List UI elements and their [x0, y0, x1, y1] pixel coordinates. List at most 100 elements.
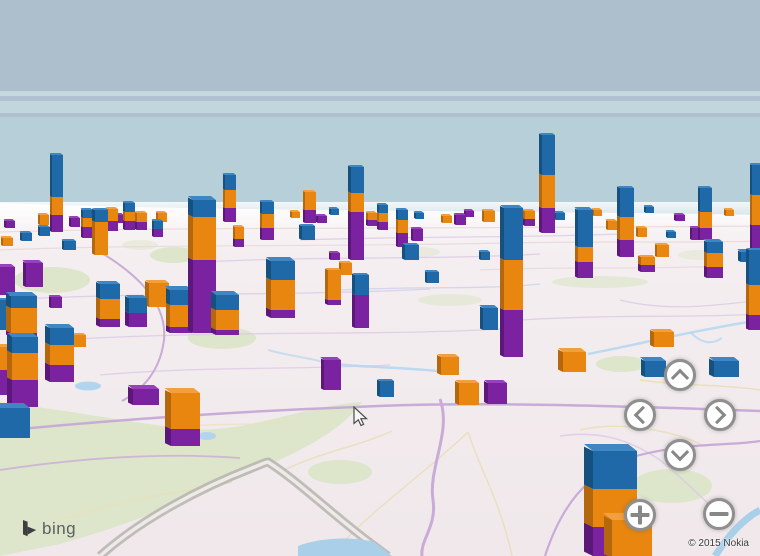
data-bar[interactable]: [125, 295, 147, 327]
data-bar[interactable]: [21, 260, 43, 287]
data-bar[interactable]: [375, 203, 388, 230]
data-bar[interactable]: [410, 227, 423, 241]
data-bar[interactable]: [327, 251, 340, 260]
data-bar[interactable]: [650, 329, 674, 347]
data-bar[interactable]: [221, 173, 236, 222]
data-bar[interactable]: [395, 208, 408, 247]
data-bar[interactable]: [557, 348, 586, 372]
data-bar[interactable]: [347, 165, 364, 260]
data-bar[interactable]: [522, 209, 535, 226]
data-bar[interactable]: [402, 243, 419, 260]
data-bar[interactable]: [289, 210, 300, 218]
data-bar[interactable]: [377, 379, 394, 397]
mountain-ridge: [96, 457, 391, 556]
data-bar[interactable]: [634, 226, 647, 237]
data-bar[interactable]: [689, 226, 702, 240]
data-bar[interactable]: [364, 211, 377, 226]
data-bar[interactable]: [672, 213, 685, 221]
data-bar[interactable]: [127, 385, 159, 405]
pan-left-button[interactable]: [624, 399, 656, 431]
data-bar[interactable]: [697, 186, 712, 240]
data-bar[interactable]: [463, 209, 474, 217]
data-bar[interactable]: [478, 305, 498, 330]
data-bar[interactable]: [96, 281, 120, 327]
data-bar[interactable]: [61, 239, 76, 250]
data-bar[interactable]: [36, 213, 49, 225]
data-bar[interactable]: [0, 403, 30, 438]
data-bar[interactable]: [723, 208, 734, 216]
sky-band: [0, 96, 760, 101]
data-bar[interactable]: [19, 231, 32, 241]
data-bar[interactable]: [67, 216, 80, 227]
data-bar[interactable]: [483, 380, 507, 404]
data-bar[interactable]: [301, 190, 316, 223]
data-bar[interactable]: [105, 207, 118, 231]
data-bar[interactable]: [145, 280, 169, 307]
data-bar[interactable]: [413, 211, 424, 219]
data-bar[interactable]: [538, 133, 555, 233]
data-bar[interactable]: [703, 239, 723, 278]
data-bar[interactable]: [134, 211, 147, 230]
data-bar[interactable]: [708, 357, 739, 377]
data-bar[interactable]: [298, 224, 315, 240]
data-bar[interactable]: [231, 225, 244, 247]
data-bar[interactable]: [48, 153, 63, 232]
data-bar[interactable]: [437, 354, 459, 375]
data-bar[interactable]: [424, 270, 439, 283]
pan-down-button[interactable]: [664, 439, 696, 471]
data-bar[interactable]: [638, 255, 655, 272]
data-bar[interactable]: [453, 213, 466, 225]
data-bar[interactable]: [749, 163, 760, 255]
data-bar[interactable]: [328, 207, 339, 215]
data-bar[interactable]: [319, 357, 341, 390]
data-bar[interactable]: [0, 236, 13, 246]
data-bar[interactable]: [91, 208, 108, 255]
data-bar[interactable]: [499, 205, 523, 357]
data-bar[interactable]: [324, 268, 341, 305]
data-bar[interactable]: [37, 225, 50, 236]
zoom-in-button[interactable]: [624, 499, 656, 531]
data-bar[interactable]: [154, 211, 167, 222]
data-bar[interactable]: [591, 208, 602, 216]
data-bar[interactable]: [352, 273, 369, 328]
data-bar[interactable]: [573, 207, 593, 278]
pan-right-button[interactable]: [704, 399, 736, 431]
data-bar[interactable]: [314, 214, 327, 223]
data-bar[interactable]: [44, 324, 74, 382]
data-bar[interactable]: [0, 264, 15, 295]
data-bar[interactable]: [80, 208, 93, 238]
copyright-text: © 2015 Nokia: [688, 538, 749, 549]
data-bar[interactable]: [552, 211, 565, 220]
zoom-out-button[interactable]: [703, 498, 735, 530]
data-bar[interactable]: [665, 230, 676, 238]
data-bar[interactable]: [654, 243, 669, 257]
data-bar[interactable]: [47, 295, 62, 308]
data-bar[interactable]: [643, 205, 654, 213]
data-bar[interactable]: [122, 201, 135, 230]
data-bar[interactable]: [150, 219, 163, 237]
data-bar[interactable]: [337, 261, 352, 275]
data-bar[interactable]: [617, 186, 634, 257]
data-bar[interactable]: [2, 219, 15, 228]
data-bar[interactable]: [164, 286, 192, 333]
data-bar[interactable]: [639, 357, 666, 377]
minus-icon: [706, 501, 732, 527]
data-bar[interactable]: [455, 380, 479, 405]
data-bar[interactable]: [439, 214, 452, 223]
data-bar[interactable]: [69, 333, 86, 347]
data-bar[interactable]: [210, 291, 239, 335]
data-bar[interactable]: [477, 250, 490, 260]
data-bar[interactable]: [746, 248, 760, 330]
data-bar[interactable]: [5, 292, 37, 337]
data-bar[interactable]: [164, 388, 200, 446]
data-bar[interactable]: [259, 200, 274, 240]
data-bar[interactable]: [113, 213, 124, 223]
data-bar[interactable]: [604, 219, 617, 230]
data-bar[interactable]: [6, 333, 38, 407]
chevron-up-icon: [667, 362, 693, 388]
data-bar[interactable]: [187, 196, 216, 333]
pan-up-button[interactable]: [664, 359, 696, 391]
data-bar[interactable]: [480, 209, 495, 222]
data-bar[interactable]: [265, 257, 295, 318]
